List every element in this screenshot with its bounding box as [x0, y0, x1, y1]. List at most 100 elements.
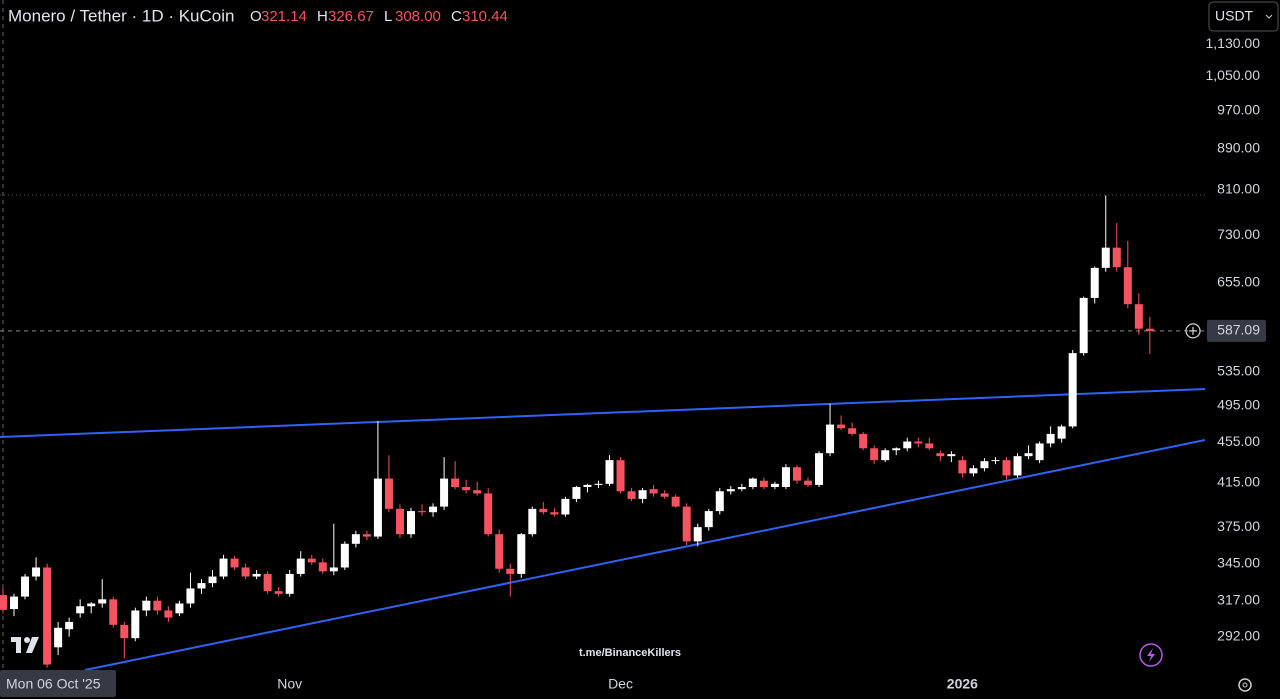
lightning: [1147, 648, 1155, 662]
candle-body: [329, 567, 338, 572]
candle-body: [1112, 247, 1121, 268]
lightning-icon[interactable]: [1139, 643, 1163, 667]
candle-body: [1101, 247, 1110, 268]
candle-body: [0, 595, 7, 610]
candle-body: [98, 599, 107, 604]
candle-body: [991, 460, 1000, 462]
candle-body: [407, 511, 416, 535]
candle-body: [781, 467, 790, 488]
ohlc-key: O: [250, 8, 262, 25]
candle-body: [175, 603, 184, 614]
candle-body: [307, 558, 316, 563]
candle-body: [65, 621, 74, 630]
candle-body: [870, 448, 879, 461]
ohlc-value: 310.44: [462, 8, 508, 25]
candle-body: [561, 498, 570, 515]
candles: [0, 195, 1154, 668]
candle-body: [285, 573, 294, 594]
candle-body: [826, 424, 835, 454]
last-price-label: 587.09: [1217, 322, 1260, 338]
candle-body: [451, 478, 460, 488]
candle-body: [903, 441, 912, 449]
candle-body: [429, 506, 438, 513]
candle-body: [583, 484, 592, 488]
candle-body: [1013, 456, 1022, 476]
candle-body: [925, 443, 934, 449]
candle-body: [748, 478, 757, 488]
candle-body: [10, 596, 19, 610]
candle-body: [241, 567, 250, 577]
candle-body: [1046, 433, 1055, 444]
candle-body: [1134, 304, 1143, 329]
candle-body: [484, 493, 493, 535]
candle-body: [848, 428, 857, 434]
candle-body: [804, 480, 813, 485]
currency-button[interactable]: USDT: [1208, 1, 1279, 32]
candle-body: [1002, 460, 1011, 476]
candle-body: [693, 527, 702, 542]
candle-body: [759, 480, 768, 488]
candle-body: [572, 487, 581, 499]
y-tick-label: 655.00: [1217, 274, 1260, 290]
y-tick-label: 1,130.00: [1206, 35, 1261, 51]
candle-body: [208, 576, 217, 584]
currency[interactable]: USDT: [1215, 8, 1254, 24]
candle-body: [594, 483, 603, 485]
settings-center: [1242, 682, 1248, 688]
candle-body: [142, 600, 151, 611]
candle-body: [726, 489, 735, 492]
candle-body: [1068, 353, 1077, 427]
y-tick-label: 455.00: [1217, 433, 1260, 449]
candle-body: [859, 433, 868, 449]
x-tick-label: Nov: [277, 676, 302, 692]
chevron: [1265, 14, 1273, 19]
crosshair-label: Mon 06 Oct '25: [6, 676, 101, 692]
candle-body: [980, 461, 989, 469]
candle-body: [32, 567, 41, 577]
candle-body: [473, 490, 482, 494]
candle-body: [340, 543, 349, 568]
candle-body: [274, 591, 283, 594]
candle-body: [362, 534, 371, 537]
settings-icon[interactable]: [1238, 678, 1252, 692]
candle-body: [109, 599, 118, 625]
candle-body: [1079, 297, 1088, 354]
y-tick-label: 375.00: [1217, 518, 1260, 534]
ohlc-value: 326.67: [328, 8, 374, 25]
candle-body: [76, 606, 85, 614]
button-frame[interactable]: [1208, 1, 1279, 32]
y-tick-label: 495.00: [1217, 396, 1260, 412]
candle-body: [506, 568, 515, 574]
y-tick-label: 810.00: [1217, 181, 1260, 197]
trendline: [84, 439, 1206, 671]
candle-body: [682, 506, 691, 542]
candle-body: [616, 460, 625, 492]
candle-body: [936, 453, 945, 457]
candle-body: [969, 468, 978, 474]
candle-body: [605, 460, 614, 484]
y-tick-label: 535.00: [1217, 362, 1260, 378]
candle-body: [1145, 328, 1154, 331]
candle-body: [384, 478, 393, 509]
ohlc-key: L: [384, 8, 392, 25]
candle-body: [1035, 443, 1044, 461]
y-tick-label: 890.00: [1217, 139, 1260, 155]
x-tick-label: Dec: [608, 676, 633, 692]
x-tick-label: 2026: [947, 676, 978, 692]
candle-body: [715, 491, 724, 512]
candle-body: [550, 512, 559, 515]
candle-body: [318, 562, 327, 572]
candle-body: [792, 467, 801, 481]
add-alert: [1185, 323, 1201, 339]
candle-body: [1123, 267, 1132, 305]
ohlc-key: H: [317, 8, 328, 25]
candle-body: [418, 511, 427, 513]
candle-body: [770, 483, 779, 488]
candle-body: [462, 487, 471, 491]
crosshair-label-bg: [0, 670, 116, 697]
candle-body: [539, 508, 548, 513]
y-tick-label: 345.00: [1217, 554, 1260, 570]
logo-part: [16, 637, 21, 653]
trendline: [0, 388, 1206, 438]
